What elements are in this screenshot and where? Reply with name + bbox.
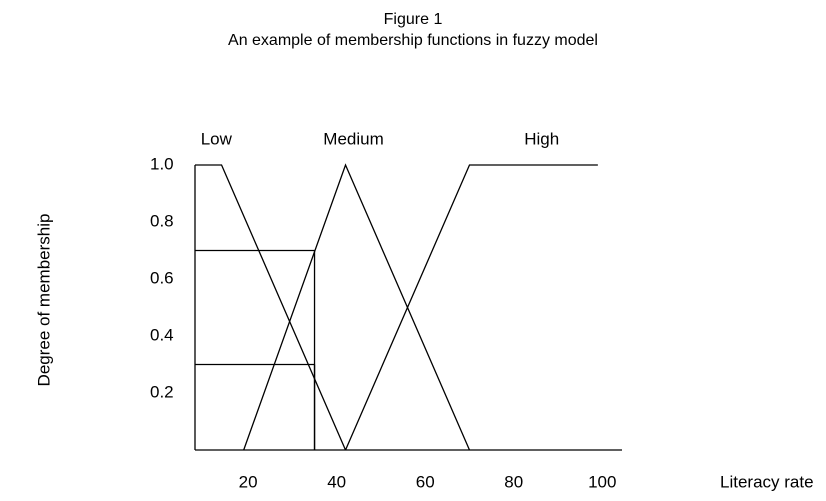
- membership-line: [344, 164, 598, 451]
- y-tick-label: 0.8: [150, 211, 174, 230]
- x-tick-label: 20: [239, 472, 258, 491]
- chart-subtitle: An example of membership functions in fu…: [228, 32, 598, 49]
- x-axis-label: Literacy rate: [720, 472, 814, 491]
- x-tick-label: 60: [416, 472, 435, 491]
- series-label: Medium: [323, 129, 383, 148]
- series-label: Low: [201, 129, 233, 148]
- chart-title: Figure 1: [384, 11, 443, 28]
- y-tick-label: 0.6: [150, 268, 174, 287]
- y-tick-label: 0.4: [150, 325, 174, 344]
- x-tick-label: 40: [327, 472, 346, 491]
- membership-line: [195, 164, 347, 451]
- x-tick-label: 80: [504, 472, 523, 491]
- series-label: High: [524, 129, 559, 148]
- x-tick-label: 100: [588, 472, 616, 491]
- y-axis-label: Degree of membership: [34, 214, 53, 387]
- y-tick-label: 1.0: [150, 154, 174, 173]
- y-tick-label: 0.2: [150, 382, 174, 401]
- membership-line: [243, 163, 471, 451]
